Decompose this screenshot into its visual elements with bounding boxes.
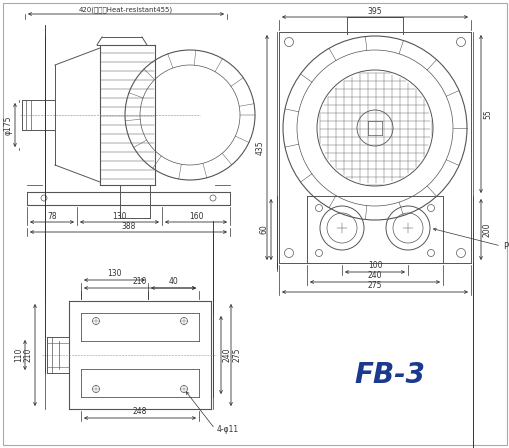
Text: 388: 388	[121, 221, 135, 231]
Text: 100: 100	[367, 262, 382, 271]
Text: 55: 55	[482, 109, 491, 119]
Text: 210: 210	[24, 348, 33, 362]
Text: 240: 240	[222, 348, 232, 362]
Text: 210: 210	[132, 277, 147, 287]
Text: 60: 60	[260, 224, 268, 234]
Text: 160: 160	[188, 211, 203, 220]
Text: PP2": PP2"	[502, 241, 509, 250]
Text: 4-φ11: 4-φ11	[216, 425, 239, 434]
Text: 130: 130	[112, 211, 127, 220]
Text: φ175: φ175	[4, 115, 13, 135]
Text: 240: 240	[367, 271, 382, 280]
Text: 40: 40	[168, 277, 178, 287]
Text: 275: 275	[367, 281, 382, 290]
Text: 248: 248	[132, 408, 147, 417]
Text: 420(隔热罩Heat-resistant455): 420(隔热罩Heat-resistant455)	[79, 6, 173, 13]
Text: 78: 78	[47, 211, 56, 220]
Text: 110: 110	[14, 348, 23, 362]
Text: FB-3: FB-3	[354, 361, 425, 389]
Text: 275: 275	[233, 348, 242, 362]
Text: 130: 130	[107, 270, 122, 279]
Text: 200: 200	[482, 222, 491, 237]
Text: 435: 435	[256, 140, 265, 155]
Text: 395: 395	[367, 7, 382, 16]
